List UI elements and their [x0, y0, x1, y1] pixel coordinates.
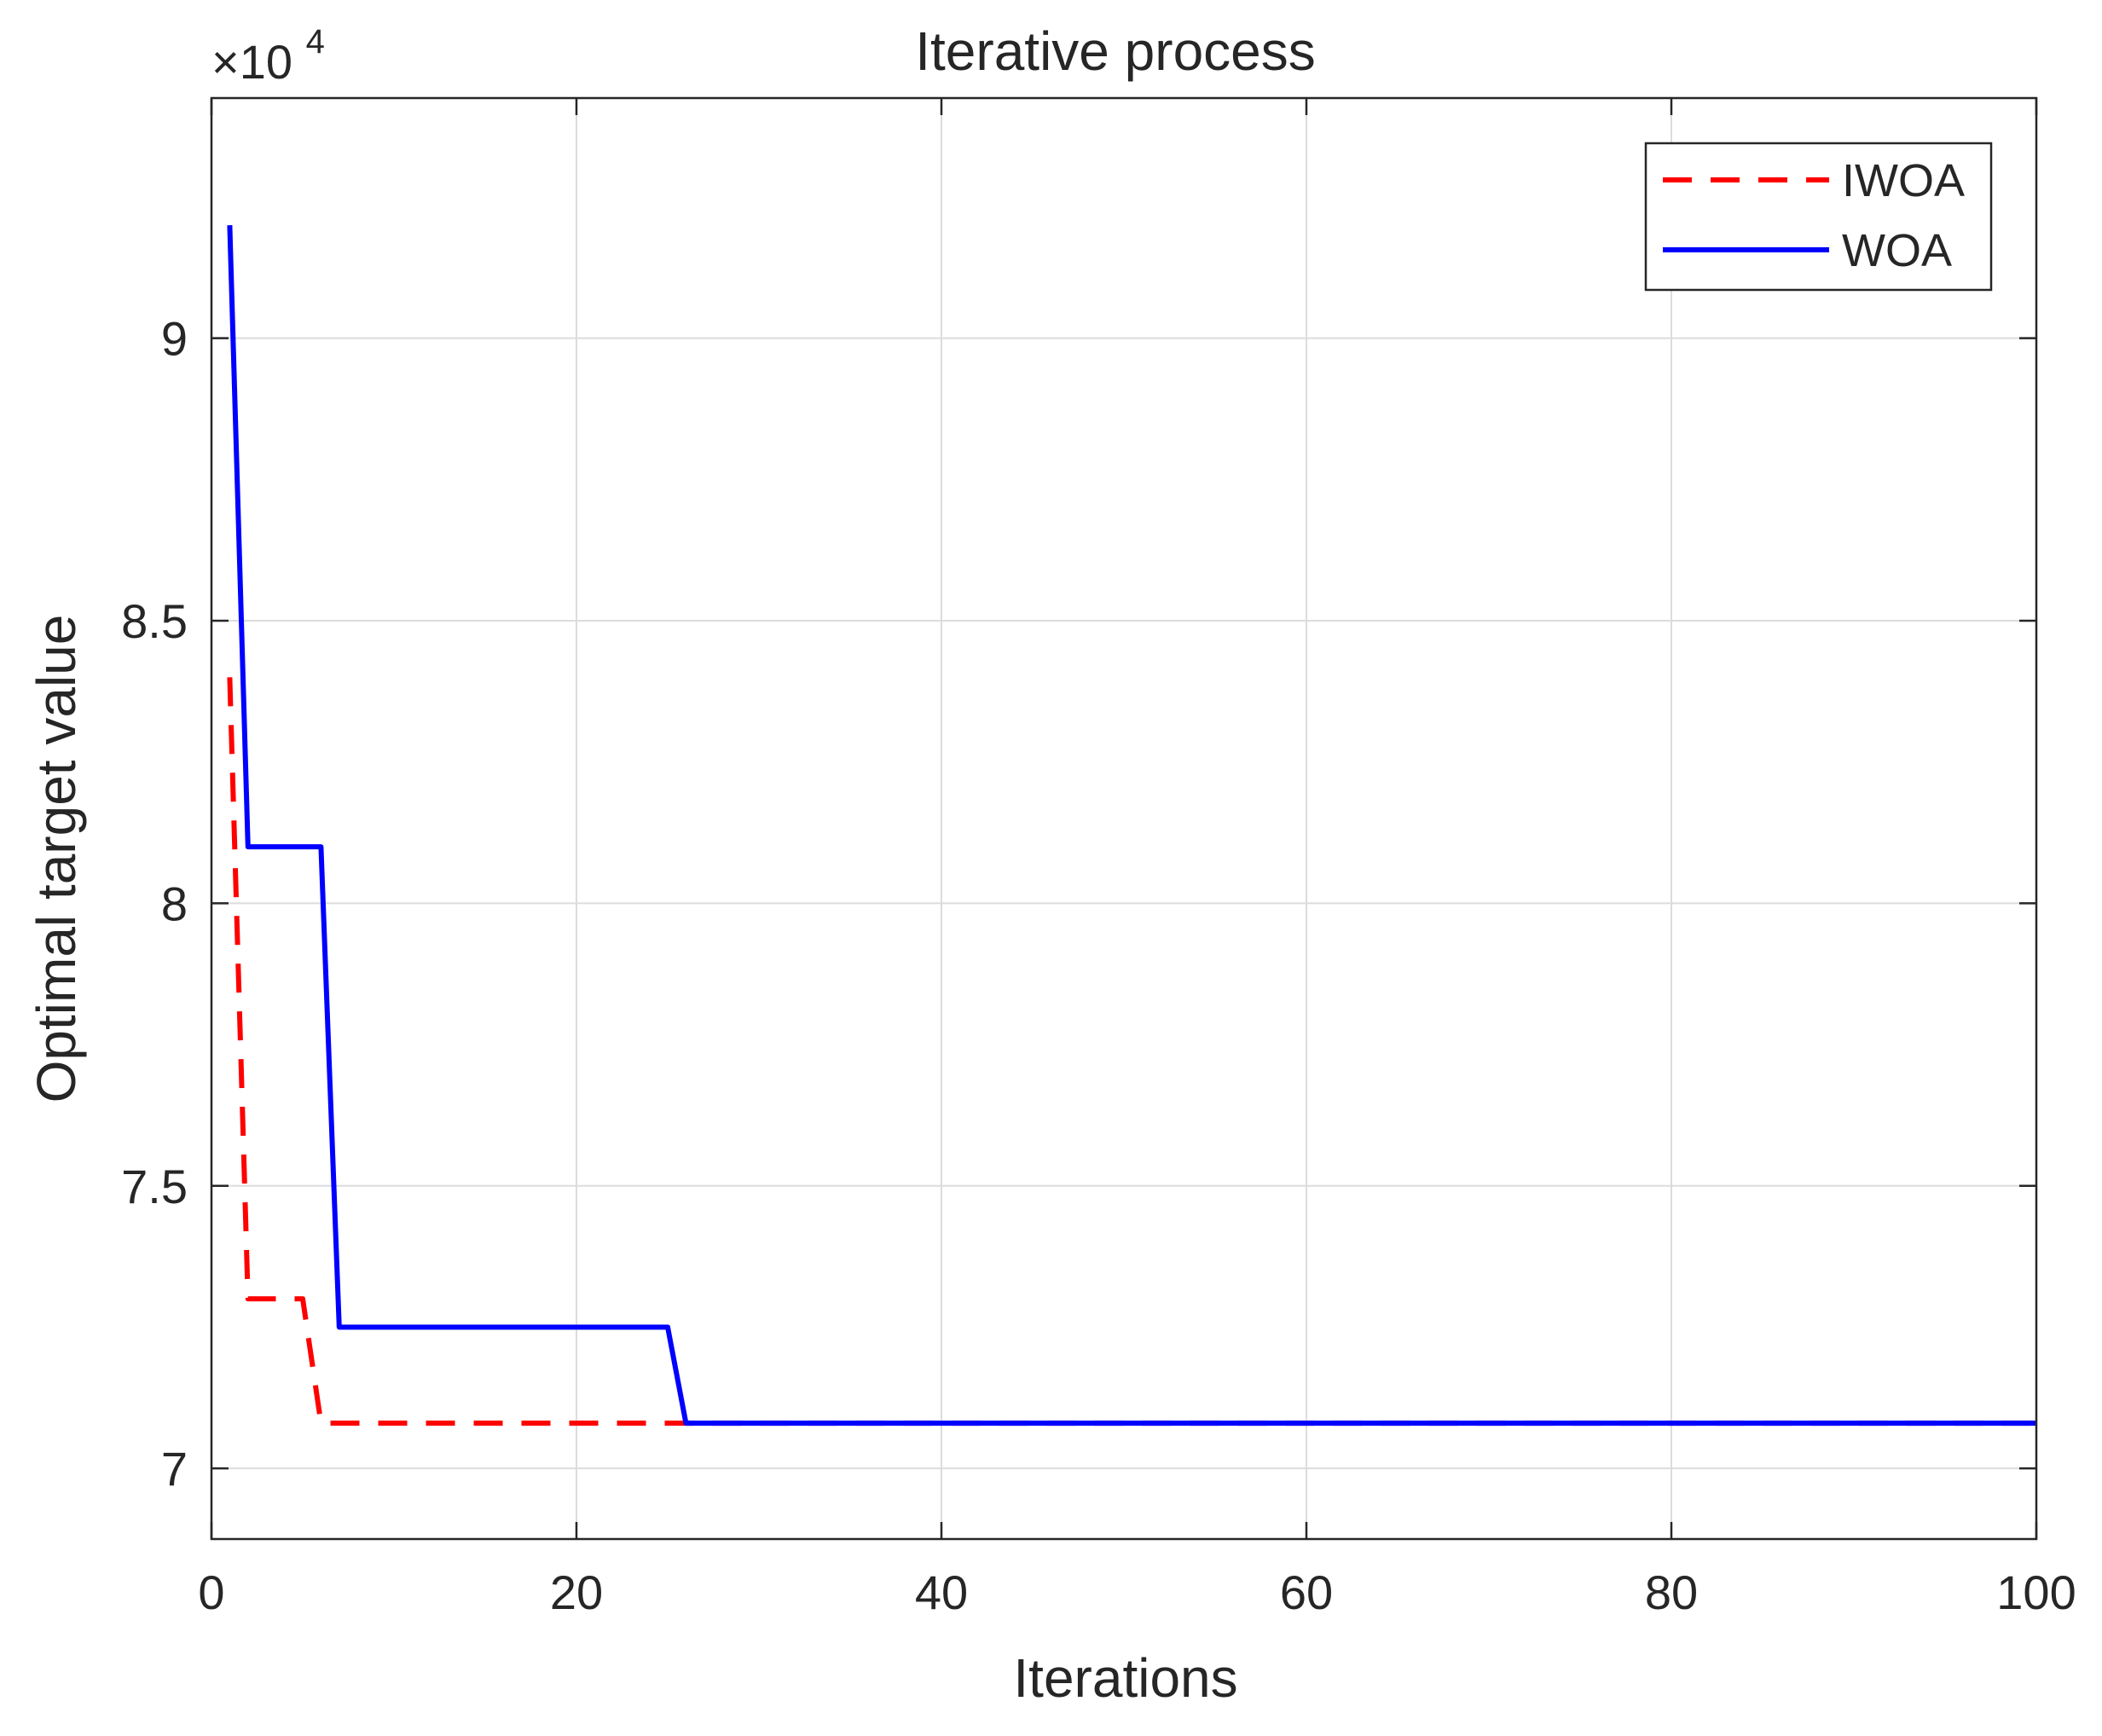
- multiplier-exponent: 4: [306, 23, 325, 61]
- plot-series: [227, 225, 2036, 1426]
- y-tick-label: 8.5: [121, 594, 188, 648]
- x-tick-label: 0: [198, 1565, 224, 1619]
- x-tick-label: 60: [1280, 1565, 1333, 1619]
- legend: IWOA WOA: [1644, 142, 1993, 292]
- x-axis-label: Iterations: [1013, 1647, 1237, 1709]
- y-tick-label: 8: [161, 877, 188, 930]
- chart-title: Iterative process: [915, 20, 1316, 82]
- plot-area-frame: [210, 96, 2038, 1541]
- x-tick-label: 40: [915, 1565, 968, 1619]
- multiplier-prefix: ×10: [211, 35, 292, 89]
- y-tick-label: 9: [161, 312, 188, 366]
- series-line-woa: [227, 225, 2036, 1426]
- legend-label-woa: WOA: [1842, 225, 1952, 276]
- y-tick-label: 7.5: [121, 1160, 188, 1213]
- axis-ticks: 0 20 40 60 80 100 7 7.5 8 8.5 9: [121, 98, 2076, 1619]
- x-tick-label: 20: [550, 1565, 603, 1619]
- legend-label-iwoa: IWOA: [1842, 155, 1965, 206]
- x-tick-label: 80: [1645, 1565, 1698, 1619]
- series-line-iwoa: [227, 677, 2036, 1426]
- y-axis-multiplier: ×10 4: [211, 23, 325, 89]
- y-tick-label: 7: [161, 1442, 188, 1496]
- legend-box: [1644, 142, 1993, 292]
- grid-lines: [211, 98, 2037, 1539]
- svg-text:×10 4: ×10 4: [211, 23, 325, 89]
- x-tick-label: 100: [1996, 1565, 2076, 1619]
- y-axis-label: Optimal target value: [26, 615, 87, 1103]
